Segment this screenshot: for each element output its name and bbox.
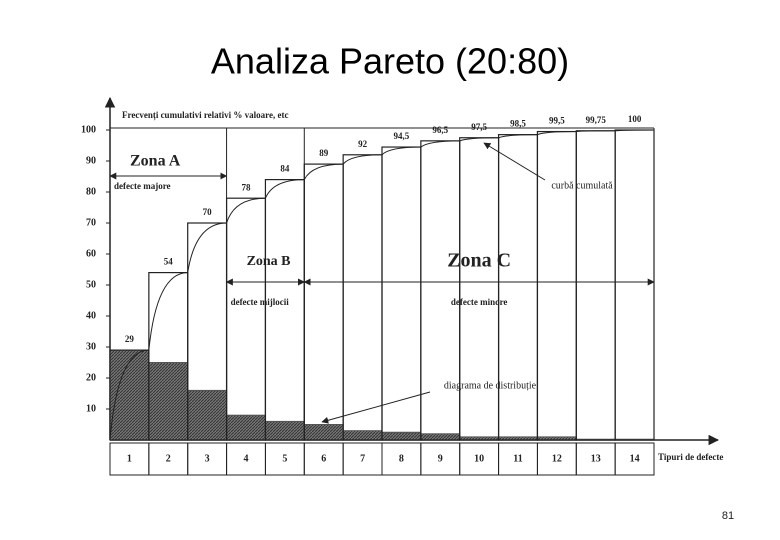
value-label: 54 xyxy=(164,257,174,267)
zone-name: Zona B xyxy=(247,254,291,269)
x-axis-label: Tipuri de defecte xyxy=(658,452,723,462)
value-label: 99,5 xyxy=(549,116,565,126)
cumulative-step xyxy=(497,134,539,441)
bar xyxy=(303,424,344,441)
slide-title: Analiza Pareto (20:80) xyxy=(211,41,569,82)
x-tick-label: 5 xyxy=(282,453,287,464)
cumulative-step xyxy=(264,179,305,441)
x-tick-label: 6 xyxy=(321,453,326,464)
value-label: 92 xyxy=(358,139,368,149)
bar xyxy=(109,349,150,441)
cumulative-step xyxy=(420,140,461,441)
x-tick-label: 10 xyxy=(474,453,484,464)
y-tick-label: 20 xyxy=(86,372,96,383)
page-number: 81 xyxy=(722,510,734,522)
cumulative-step xyxy=(225,197,267,441)
cumulative-curve xyxy=(109,129,655,441)
y-tick-label: 40 xyxy=(86,310,96,321)
value-label: 78 xyxy=(242,182,252,192)
value-label: 29 xyxy=(125,334,135,344)
x-tick-label: 3 xyxy=(205,453,210,464)
zone-name: Zona A xyxy=(130,153,181,170)
bar xyxy=(342,430,383,441)
cumulative-step xyxy=(614,129,655,441)
value-label: 94,5 xyxy=(394,131,410,141)
y-tick-label: 10 xyxy=(86,403,96,414)
x-tick-label: 13 xyxy=(591,453,601,464)
value-label: 70 xyxy=(203,207,213,217)
bar xyxy=(264,420,305,441)
y-tick-label: 50 xyxy=(86,279,96,290)
value-label: 97,5 xyxy=(471,122,487,132)
x-tick-label: 4 xyxy=(244,453,249,464)
cumulative-step xyxy=(536,130,577,441)
cumulative-step xyxy=(342,154,383,441)
zone-name: Zona C xyxy=(447,250,511,272)
bars-arrow xyxy=(321,391,431,424)
value-label: 98,5 xyxy=(510,119,526,129)
y-axis-label: Frecvenți cumulativi relativi % valoare,… xyxy=(122,110,288,120)
x-tick-label: 11 xyxy=(513,453,522,464)
zone-description: defecte minore xyxy=(451,297,508,307)
y-tick-label: 100 xyxy=(81,124,96,135)
x-tick-label: 14 xyxy=(630,453,640,464)
curve-label: curbă cumulată xyxy=(551,180,613,191)
y-tick-label: 30 xyxy=(86,341,96,352)
cumulative-step xyxy=(459,137,500,441)
value-label: 96,5 xyxy=(432,125,448,135)
curve-arrow xyxy=(483,142,546,181)
x-tick-label: 12 xyxy=(552,453,562,464)
zone-description: defecte mijlocii xyxy=(231,297,290,307)
value-label: 89 xyxy=(319,148,329,158)
value-label: 84 xyxy=(280,164,290,174)
x-tick-label: 1 xyxy=(127,453,132,464)
value-label: 99,75 xyxy=(586,115,607,125)
x-tick-label: 2 xyxy=(166,453,171,464)
bars-label: diagrama de distribuție xyxy=(444,380,537,391)
y-tick-label: 60 xyxy=(86,248,96,259)
bar xyxy=(187,389,228,441)
y-tick-label: 70 xyxy=(86,217,96,228)
bar xyxy=(420,433,461,441)
x-tick-label: 7 xyxy=(360,453,365,464)
x-tick-label: 8 xyxy=(399,453,404,464)
zone-description: defecte majore xyxy=(114,181,171,191)
y-tick-label: 90 xyxy=(86,155,96,166)
bar xyxy=(148,362,189,441)
cumulative-step xyxy=(575,130,616,441)
value-label: 100 xyxy=(628,114,642,124)
category-box xyxy=(614,442,655,476)
x-tick-label: 9 xyxy=(438,453,443,464)
cumulative-step xyxy=(303,163,344,441)
y-tick-label: 80 xyxy=(86,186,96,197)
bar xyxy=(226,414,266,441)
bar xyxy=(381,431,422,441)
